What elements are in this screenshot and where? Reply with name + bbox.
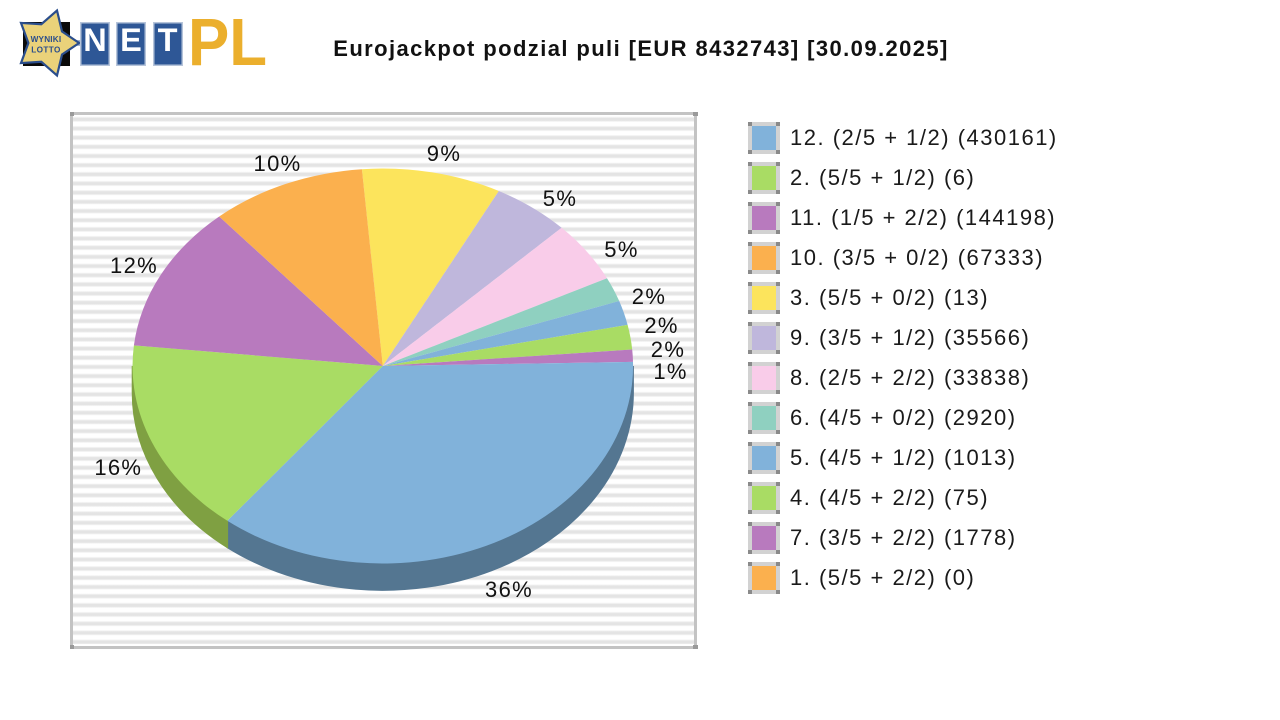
svg-text:WYNIKI: WYNIKI	[31, 35, 62, 44]
svg-text:LOTTO: LOTTO	[31, 46, 61, 55]
